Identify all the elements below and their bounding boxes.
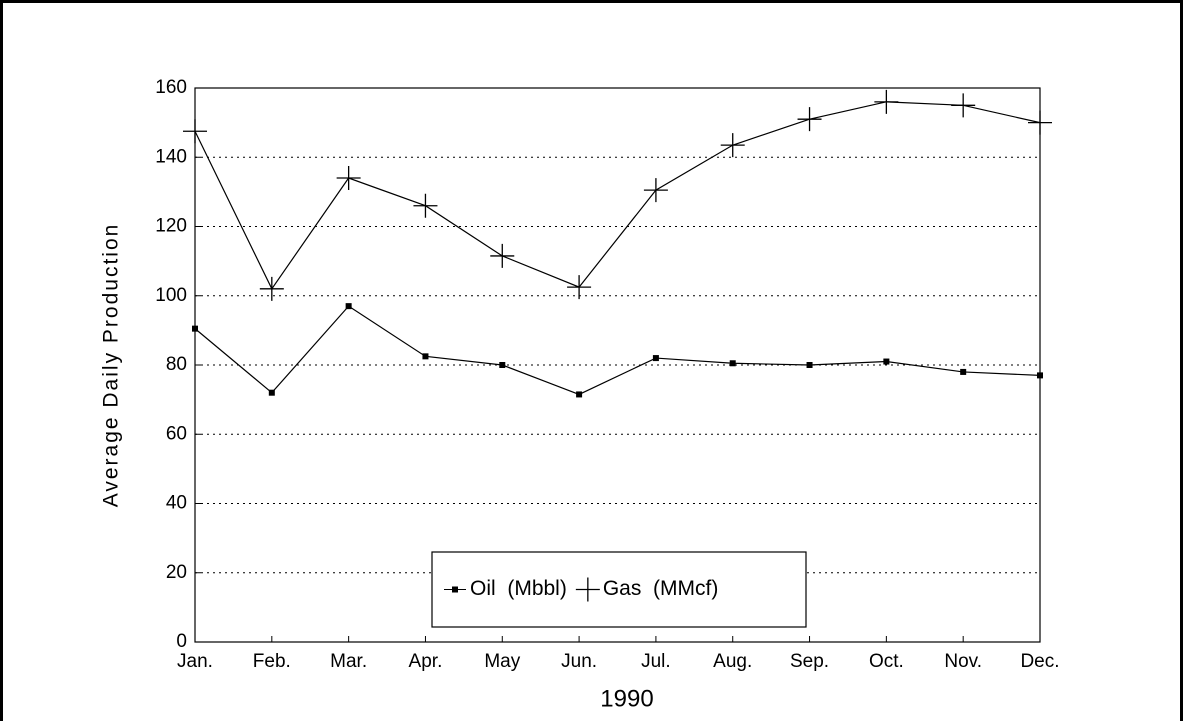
- x-tick-label: Oct.: [869, 651, 904, 672]
- y-tick-label: 40: [166, 493, 187, 514]
- legend-marker: [575, 577, 600, 602]
- y-tick-label: 20: [166, 562, 187, 583]
- marker: [1037, 372, 1043, 379]
- y-tick-label: 100: [155, 285, 187, 306]
- marker: [643, 178, 668, 203]
- marker: [268, 389, 275, 396]
- y-tick-label: 0: [176, 631, 187, 652]
- y-tick-label: 60: [166, 423, 187, 444]
- x-axis-label: 1990: [600, 685, 653, 712]
- series-line: [194, 101, 1041, 291]
- marker: [490, 243, 515, 268]
- x-tick-label: Jan.: [177, 651, 213, 672]
- x-tick-label: Aug.: [713, 651, 752, 672]
- y-tick-label: 160: [155, 77, 187, 98]
- legend-label: Gas (MMcf): [603, 577, 719, 600]
- marker: [499, 362, 506, 368]
- marker: [345, 303, 352, 310]
- marker: [259, 276, 284, 301]
- marker: [1028, 110, 1052, 135]
- marker: [567, 275, 592, 300]
- x-tick-label: Sep.: [790, 651, 829, 672]
- marker: [652, 355, 659, 362]
- x-tick-label: Jun.: [561, 651, 597, 672]
- y-tick-label: 120: [155, 216, 187, 237]
- legend-marker: [452, 586, 458, 593]
- y-tick-label: 140: [155, 146, 187, 167]
- y-tick-label: 80: [166, 354, 187, 375]
- marker: [951, 93, 976, 118]
- x-tick-label: Mar.: [330, 651, 367, 672]
- marker: [576, 391, 583, 398]
- y-axis-label: Average Daily Production: [100, 223, 123, 508]
- plot-frame: [194, 87, 1041, 643]
- marker: [413, 193, 438, 218]
- marker: [720, 133, 745, 158]
- marker: [422, 353, 429, 360]
- x-tick-label: Jul.: [641, 651, 671, 672]
- x-tick-label: Dec.: [1020, 651, 1059, 672]
- x-tick-label: Feb.: [253, 651, 291, 672]
- series-line: [194, 305, 1041, 396]
- x-tick-label: Apr.: [409, 651, 443, 672]
- x-tick-label: May: [484, 651, 520, 672]
- marker: [336, 166, 361, 191]
- legend-label: Oil (Mbbl): [470, 577, 567, 600]
- marker: [797, 107, 822, 132]
- legend-box: [431, 551, 807, 628]
- marker: [192, 325, 198, 332]
- marker: [183, 119, 207, 144]
- marker: [806, 362, 813, 368]
- marker: [874, 89, 899, 114]
- marker: [729, 360, 736, 367]
- marker: [960, 368, 967, 375]
- x-tick-label: Nov.: [944, 651, 982, 672]
- marker: [883, 358, 890, 365]
